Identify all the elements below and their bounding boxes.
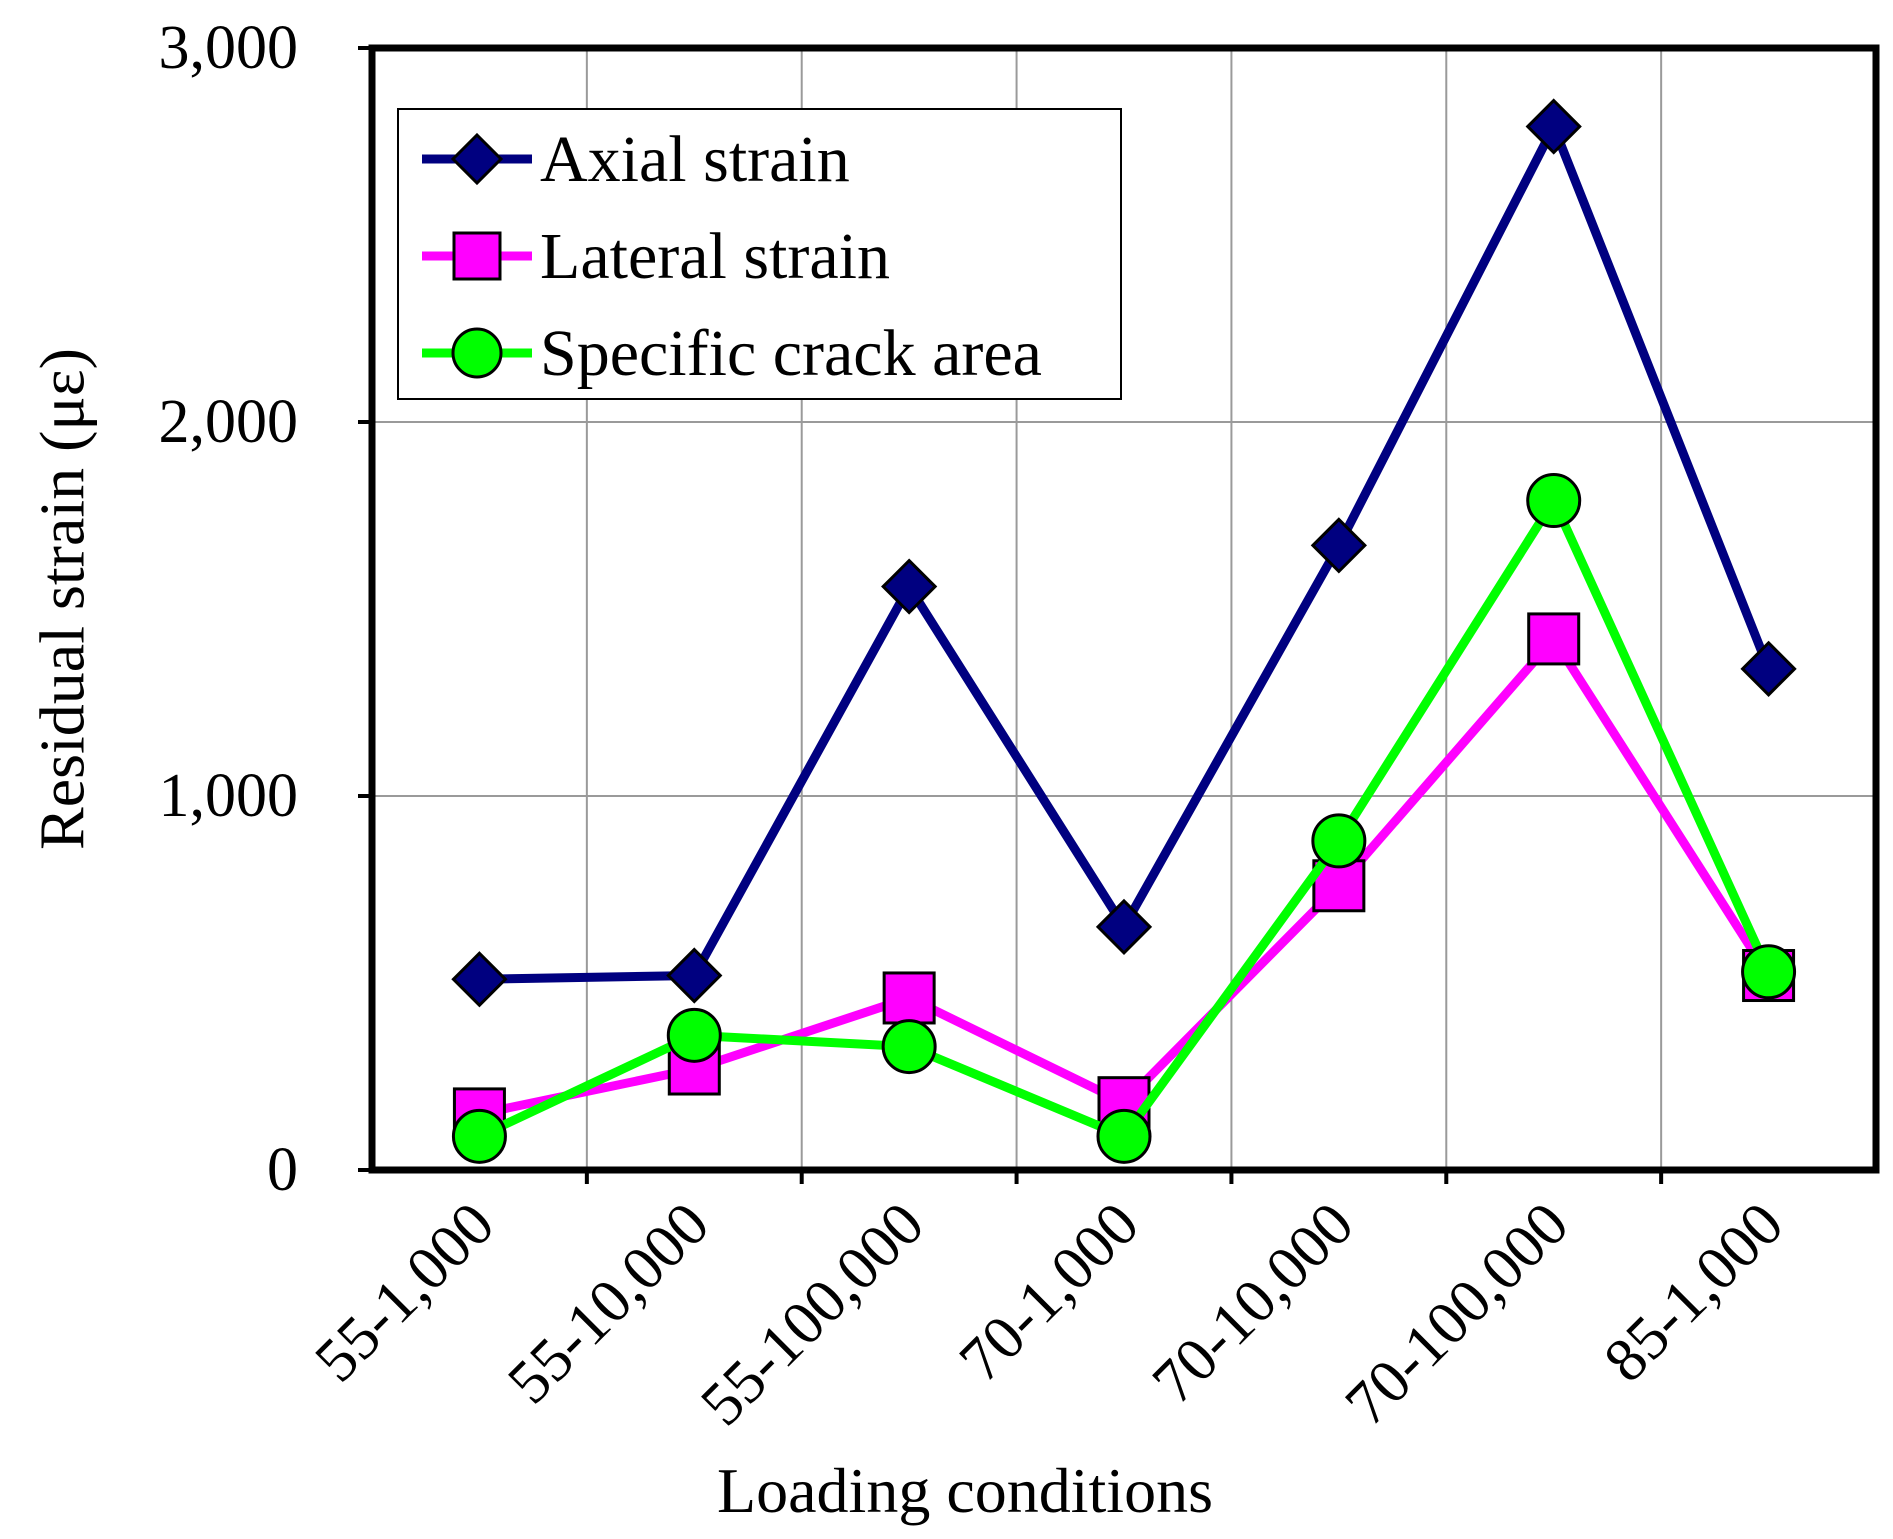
- x-tick-label: 55-100,000: [688, 1190, 937, 1439]
- plot-frame: [368, 44, 1880, 1174]
- data-point-circle: [451, 1108, 507, 1164]
- data-point-circle: [1741, 944, 1797, 1000]
- x-tick-label: 85-1,000: [1591, 1190, 1796, 1395]
- x-tick-label: 70-10,000: [1140, 1190, 1367, 1417]
- y-tick-label: 1,000: [159, 762, 299, 830]
- data-point-diamond: [881, 558, 938, 615]
- data-point-diamond: [666, 947, 723, 1004]
- legend-marker-diamond: [450, 132, 504, 186]
- legend-label: Axial strain: [540, 123, 850, 196]
- data-point-diamond: [1095, 898, 1153, 956]
- data-point-circle: [666, 1007, 722, 1063]
- x-axis-title: Loading conditions: [717, 1455, 1213, 1526]
- data-point-circle: [1526, 473, 1582, 529]
- series-axial-strain: [451, 98, 1797, 1008]
- legend: Axial strain Lateral strain Specific crack…: [397, 108, 1122, 400]
- series-lateral-strain: [452, 612, 1796, 1141]
- data-point-square: [1527, 612, 1581, 666]
- data-point-circle: [1096, 1108, 1152, 1164]
- y-tick-label: 0: [267, 1136, 298, 1204]
- legend-item: Lateral strain: [422, 220, 890, 293]
- data-point-diamond: [1740, 640, 1797, 697]
- legend-item: Specific crack area: [422, 317, 1042, 390]
- legend-marker-circle: [451, 327, 503, 379]
- data-point-circle: [1311, 813, 1367, 869]
- data-point-diamond: [1525, 98, 1582, 155]
- data-point-diamond: [1310, 517, 1367, 574]
- y-axis-title: Residual strain (με): [27, 348, 98, 850]
- legend-label: Specific crack area: [540, 317, 1042, 390]
- x-tick-label: 55-1,000: [302, 1190, 507, 1395]
- series-layer: [451, 98, 1797, 1164]
- legend-label: Lateral strain: [540, 220, 890, 293]
- x-tick-label: 70-1,000: [947, 1190, 1152, 1395]
- x-tick-label: 55-10,000: [495, 1190, 722, 1417]
- series-specific-crack-area: [451, 473, 1797, 1164]
- data-point-diamond: [451, 951, 508, 1008]
- data-point-square: [882, 971, 936, 1025]
- x-tick-label: 70-100,000: [1333, 1190, 1582, 1439]
- y-axis: 0 1,000 2,000 3,000: [159, 14, 372, 1204]
- y-tick-label: 3,000: [159, 14, 299, 82]
- legend-marker-square: [452, 231, 502, 281]
- data-point-circle: [881, 1019, 937, 1075]
- y-tick-label: 2,000: [159, 388, 299, 456]
- legend-item: Axial strain: [422, 123, 850, 196]
